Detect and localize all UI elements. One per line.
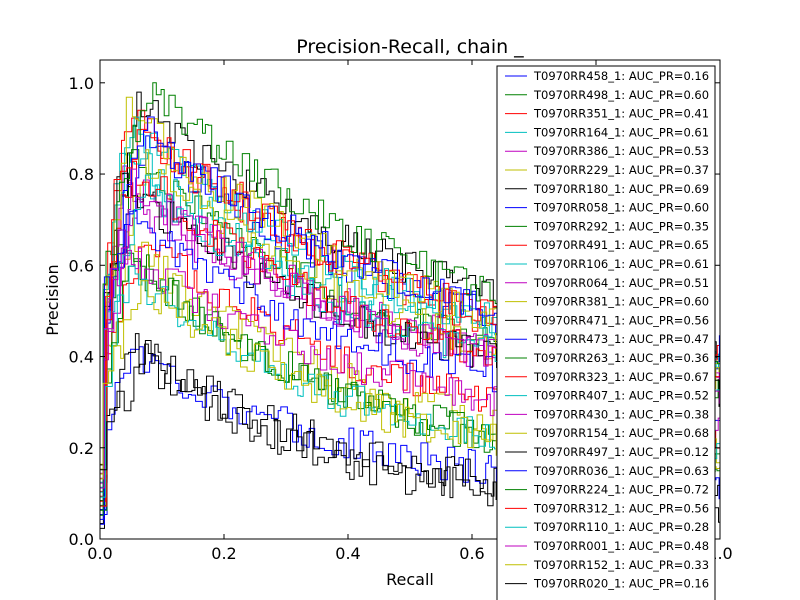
x-tick-label: 0.2 [211, 544, 236, 563]
y-tick-label: 0.6 [69, 256, 94, 275]
x-tick-label: 0.0 [87, 544, 112, 563]
legend-entry: T0970RR110_1: AUC_PR=0.28 [533, 520, 709, 534]
legend-entry: T0970RR164_1: AUC_PR=0.61 [533, 125, 709, 139]
y-tick-label: 0.8 [69, 165, 94, 184]
legend-entry: T0970RR292_1: AUC_PR=0.35 [533, 219, 709, 233]
legend-entry: T0970RR180_1: AUC_PR=0.69 [533, 182, 709, 196]
legend-entry: T0970RR471_1: AUC_PR=0.56 [533, 313, 709, 327]
legend-entry: T0970RR498_1: AUC_PR=0.60 [533, 88, 709, 102]
legend-entry: T0970RR497_1: AUC_PR=0.12 [533, 445, 709, 459]
legend-entry: T0970RR001_1: AUC_PR=0.48 [533, 539, 709, 553]
legend-entry: T0970RR430_1: AUC_PR=0.38 [533, 407, 709, 421]
x-tick-label: 0.4 [335, 544, 360, 563]
chart-title: Precision-Recall, chain _ [296, 36, 524, 58]
legend-entry: T0970RR323_1: AUC_PR=0.67 [533, 370, 709, 384]
legend-entry: T0970RR229_1: AUC_PR=0.37 [533, 163, 709, 177]
y-tick-label: 0.2 [69, 439, 94, 458]
legend-entry: T0970RR106_1: AUC_PR=0.61 [533, 257, 709, 271]
legend-entry: T0970RR473_1: AUC_PR=0.47 [533, 332, 709, 346]
legend-box [496, 65, 716, 600]
y-tick-label: 1.0 [69, 74, 94, 93]
plot-frame [99, 59, 721, 540]
legend-entry: T0970RR491_1: AUC_PR=0.65 [533, 238, 709, 252]
x-axis-label: Recall [386, 570, 434, 589]
legend-entry: T0970RR381_1: AUC_PR=0.60 [533, 295, 709, 309]
legend-entry: T0970RR036_1: AUC_PR=0.63 [533, 464, 709, 478]
legend-entry: T0970RR351_1: AUC_PR=0.41 [533, 107, 709, 121]
legend-entry: T0970RR407_1: AUC_PR=0.52 [533, 389, 709, 403]
legend-entry: T0970RR020_1: AUC_PR=0.16 [533, 577, 709, 591]
legend-entry: T0970RR224_1: AUC_PR=0.72 [533, 483, 709, 497]
legend-entry: T0970RR152_1: AUC_PR=0.33 [533, 558, 709, 572]
legend-entry: T0970RR458_1: AUC_PR=0.16 [533, 69, 709, 83]
legend: T0970RR458_1: AUC_PR=0.16 T0970RR498_1: A… [496, 65, 716, 600]
y-tick-label: 0.4 [69, 348, 94, 367]
legend-entry: T0970RR263_1: AUC_PR=0.36 [533, 351, 709, 365]
legend-entry: T0970RR312_1: AUC_PR=0.56 [533, 501, 709, 515]
legend-entry: T0970RR154_1: AUC_PR=0.68 [533, 426, 709, 440]
legend-entry: T0970RR386_1: AUC_PR=0.53 [533, 144, 709, 158]
x-tick-label: 0.6 [459, 544, 484, 563]
legend-entry: T0970RR058_1: AUC_PR=0.60 [533, 201, 709, 215]
y-axis-label: Precision [43, 264, 62, 335]
legend-entry: T0970RR064_1: AUC_PR=0.51 [533, 276, 709, 290]
y-tick-label: 0.0 [69, 530, 94, 549]
